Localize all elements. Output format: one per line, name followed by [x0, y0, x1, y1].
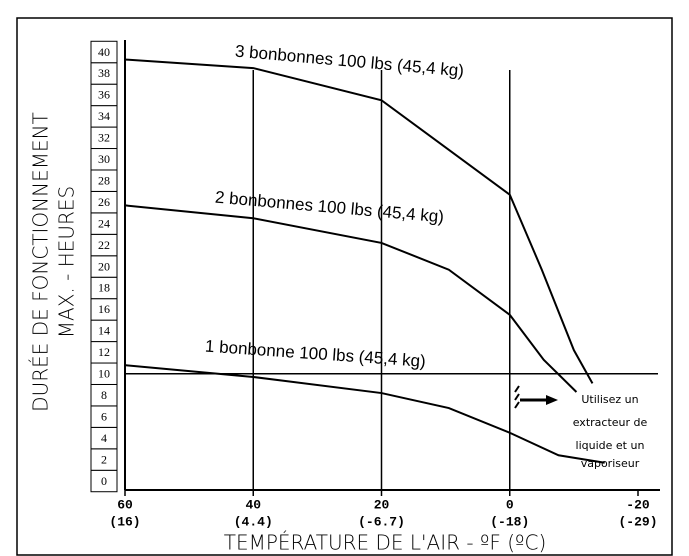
- series-line: [124, 364, 605, 464]
- y-tick-label: 2: [101, 452, 107, 466]
- y-tick-label: 16: [98, 302, 110, 316]
- y-title-line: DURÉE DE FONCTIONNEMENT: [29, 112, 53, 412]
- x-title: TEMPÉRATURE DE L'AIR - ºF (ºC): [224, 531, 547, 555]
- frame: [16, 17, 673, 556]
- series-label: 2 bonbonnes 100 lbs (45,4 kg): [214, 188, 444, 227]
- y-tick-label: 34: [98, 109, 110, 123]
- x-tick-label: 60: [117, 497, 133, 512]
- x-tick-celsius: (4.4): [234, 514, 273, 529]
- hatch: [514, 385, 520, 409]
- y-title-line: MAX. - HEURES: [55, 186, 79, 338]
- x-tick-celsius: (16): [109, 514, 140, 529]
- y-tick-label: 6: [101, 409, 107, 423]
- y-tick-label: 20: [98, 259, 110, 273]
- y-tick-label: 14: [98, 324, 110, 338]
- annotation: vaporiseur: [581, 457, 640, 470]
- y-title: DURÉE DE FONCTIONNEMENT MAX. - HEURES: [29, 112, 79, 412]
- y-tick-label: 24: [98, 216, 110, 230]
- annotation: liquide et un: [576, 439, 645, 452]
- x-tick-celsius: (-18): [490, 514, 529, 529]
- y-tick-label: 0: [101, 474, 107, 488]
- y-tick-label: 18: [98, 281, 110, 295]
- y-tick-label: 4: [101, 431, 107, 445]
- y-tick-label: 26: [98, 195, 110, 209]
- y-tick-label: 8: [101, 388, 107, 402]
- x-tick-celsius: (-29): [618, 514, 657, 529]
- x-tick-label: 20: [374, 497, 390, 512]
- x-tick-label: 0: [506, 497, 514, 512]
- y-tick-label: 36: [98, 88, 110, 102]
- y-tick-label: 30: [98, 152, 110, 166]
- y-tick-label: 38: [98, 66, 110, 80]
- series-label: 1 bonbonne 100 lbs (45,4 kg): [204, 337, 426, 371]
- y-tick-label: 22: [98, 238, 110, 252]
- arrow-head: [546, 395, 558, 405]
- y-tick-box: [90, 40, 118, 64]
- y-tick-label: 32: [98, 131, 110, 145]
- series-line: [124, 58, 594, 384]
- x-tick-label: -20: [626, 497, 650, 512]
- x-tick-celsius: (-6.7): [358, 514, 405, 529]
- y-tick-label: 10: [98, 367, 110, 381]
- annotation: Utilisez un: [581, 393, 638, 406]
- annotation: extracteur de: [573, 416, 648, 429]
- y-tick-label: 40: [98, 45, 110, 59]
- series-line: [124, 204, 578, 393]
- y-tick-label: 12: [98, 345, 110, 359]
- x-tick-label: 40: [245, 497, 261, 512]
- series-label: 3 bonbonnes 100 lbs (45,4 kg): [234, 42, 464, 81]
- y-tick-label: 28: [98, 173, 110, 187]
